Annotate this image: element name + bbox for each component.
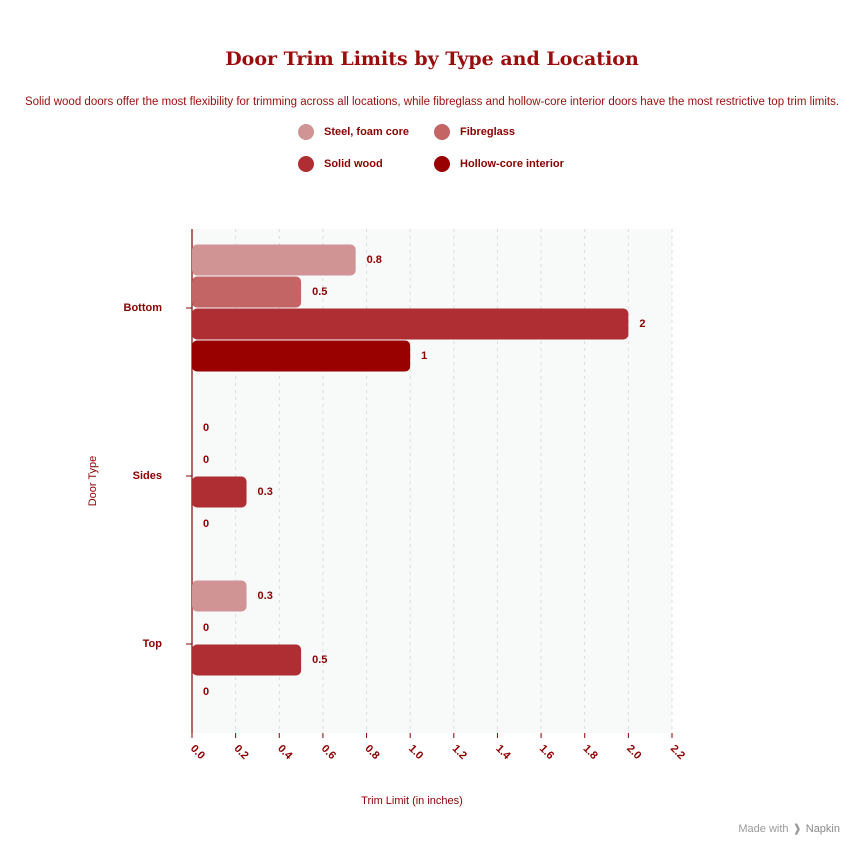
bar [192, 244, 356, 276]
x-tick-label: 1.4 [493, 743, 513, 763]
y-category-label: Sides [133, 470, 162, 482]
legend-item-hollow-core: Hollow-core interior [434, 156, 564, 172]
bar [192, 276, 302, 308]
legend-swatch-solid-wood [298, 156, 314, 172]
legend-item-solid-wood: Solid wood [298, 156, 383, 172]
data-label: 0.3 [258, 590, 273, 602]
watermark-prefix: Made with [738, 822, 789, 835]
legend-item-fibreglass: Fibreglass [434, 124, 515, 140]
x-tick-label: 0.0 [188, 743, 207, 762]
data-label: 0.3 [258, 486, 273, 498]
napkin-logo-icon: ❱ [792, 823, 802, 835]
x-tick-label: 0.4 [275, 743, 295, 763]
x-axis-title: Trim Limit (in inches) [361, 795, 463, 807]
legend-label-steel: Steel, foam core [324, 126, 409, 138]
x-tick-label: 1.6 [537, 743, 556, 762]
y-category-label: Bottom [124, 302, 163, 314]
x-tick-label: 2.2 [668, 743, 687, 762]
bar [192, 580, 247, 612]
legend-label-fibreglass: Fibreglass [460, 126, 516, 138]
y-axis-title: Door Type [87, 456, 99, 507]
bar [192, 644, 302, 676]
data-label: 0 [203, 622, 209, 634]
x-tick-label: 0.8 [362, 743, 381, 762]
x-tick-label: 2.0 [624, 743, 643, 762]
x-tick-label: 1.2 [450, 743, 469, 762]
x-tick-label: 1.0 [406, 743, 425, 762]
data-label: 1 [421, 350, 427, 362]
watermark: Made with ❱ Napkin [738, 822, 840, 836]
legend-swatch-hollow-core [434, 156, 450, 172]
legend-item-steel: Steel, foam core [298, 124, 409, 140]
bar [192, 340, 411, 372]
legend-swatch-fibreglass [434, 124, 450, 140]
data-label: 0 [203, 422, 209, 434]
x-tick-label: 0.2 [231, 743, 250, 762]
chart-title: Door Trim Limits by Type and Location [225, 48, 639, 70]
data-label: 0.5 [312, 654, 327, 666]
legend-label-hollow-core: Hollow-core interior [460, 158, 564, 170]
chart-legend: Steel, foam core Fibreglass Solid wood H… [298, 124, 598, 182]
data-label: 0.8 [367, 254, 382, 266]
data-label: 0 [203, 686, 209, 698]
legend-swatch-steel [298, 124, 314, 140]
data-label: 0 [203, 518, 209, 530]
legend-label-solid-wood: Solid wood [324, 158, 383, 170]
bar [192, 476, 247, 508]
x-tick-label: 0.6 [319, 743, 338, 762]
watermark-brand: Napkin [805, 822, 840, 835]
y-category-label: Top [143, 638, 163, 650]
bar [192, 308, 629, 340]
chart-subtitle: Solid wood doors offer the most flexibil… [24, 96, 840, 108]
data-label: 2 [639, 318, 645, 330]
x-tick-label: 1.8 [581, 743, 600, 762]
data-label: 0.5 [312, 286, 327, 298]
data-label: 0 [203, 454, 209, 466]
